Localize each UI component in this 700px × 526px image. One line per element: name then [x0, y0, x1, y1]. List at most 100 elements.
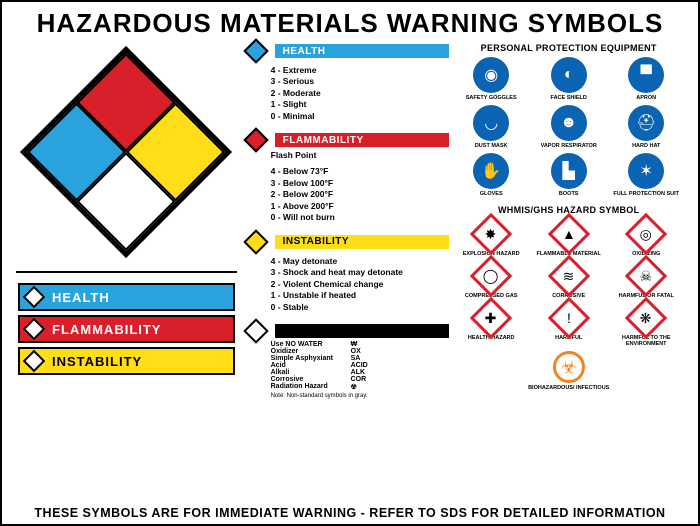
category-label: FLAMMABILITY	[275, 133, 450, 147]
ppe-item: ▀ APRON	[608, 57, 684, 101]
list-item: 1 - Unstable if heated	[271, 290, 450, 301]
category-flammability: FLAMMABILITY Flash Point 4 - Below 73°F3 …	[249, 130, 450, 223]
sh-note: Note: Non-standard symbols in gray.	[249, 393, 450, 399]
ppe-item: ⛑ HARD HAT	[608, 105, 684, 149]
table-row: OxidizerOX	[271, 348, 450, 355]
list-item: 0 - Stable	[271, 302, 450, 313]
table-row: Radiation Hazard☢	[271, 383, 450, 391]
list-item: 4 - May detonate	[271, 256, 450, 267]
poster-title: HAZARDOUS MATERIALS WARNING SYMBOLS	[2, 2, 698, 41]
diamond-icon	[243, 318, 268, 343]
nfpa-frame	[20, 46, 232, 258]
category-list: 4 - May detonate3 - Shock and heat may d…	[249, 252, 450, 313]
diamond-icon	[243, 229, 268, 254]
ppe-icon: ▙	[551, 153, 587, 189]
ppe-label: FACE SHIELD	[531, 95, 607, 101]
ghs-icon: ▲	[547, 213, 589, 255]
ppe-label: DUST MASK	[453, 143, 529, 149]
category-header: HEALTH	[249, 41, 450, 61]
ppe-item: ✶ FULL PROTECTION SUIT	[608, 153, 684, 197]
category-list: 4 - Below 73°F3 - Below 100°F2 - Below 2…	[249, 162, 450, 223]
ppe-label: APRON	[608, 95, 684, 101]
ghs-item: ✚ HEALTH HAZARD	[453, 303, 529, 347]
list-item: 0 - Will not burn	[271, 212, 450, 223]
divider	[16, 271, 237, 273]
poster-footer: THESE SYMBOLS ARE FOR IMMEDIATE WARNING …	[2, 506, 698, 520]
ppe-item: ◡ DUST MASK	[453, 105, 529, 149]
ghs-item: ◯ COMPRESSED GAS	[453, 261, 529, 299]
table-row: AcidACID	[271, 362, 450, 369]
legend-bars: HEALTH FLAMMABILITY INSTABILITY	[12, 283, 241, 375]
legend-label: INSTABILITY	[52, 354, 142, 369]
category-header: SPECIFIC HAZARD	[249, 321, 450, 341]
ppe-item: ✋ GLOVES	[453, 153, 529, 197]
right-column: PERSONAL PROTECTION EQUIPMENT ◉ SAFETY G…	[449, 41, 688, 471]
legend-bar-instability: INSTABILITY	[18, 347, 235, 375]
list-item: 1 - Slight	[271, 99, 450, 110]
list-item: 2 - Moderate	[271, 88, 450, 99]
ghs-icon: ✸	[470, 213, 512, 255]
list-item: 4 - Below 73°F	[271, 166, 450, 177]
category-label: SPECIFIC HAZARD	[275, 324, 450, 338]
biohazard-glyph: ☣	[561, 357, 577, 378]
category-label: HEALTH	[275, 44, 450, 58]
ppe-label: VAPOR RESPIRATOR	[531, 143, 607, 149]
sh-header: Use NO WATER	[271, 341, 351, 348]
ppe-icon: ✋	[473, 153, 509, 189]
hazmat-poster: HAZARDOUS MATERIALS WARNING SYMBOLS HEAL…	[0, 0, 700, 526]
diamond-icon	[23, 286, 46, 309]
biohazard-icon: ☣	[553, 351, 585, 383]
diamond-icon	[243, 128, 268, 153]
list-item: 3 - Serious	[271, 76, 450, 87]
category-header: FLAMMABILITY	[249, 130, 450, 150]
ppe-item: ▙ BOOTS	[531, 153, 607, 197]
biohazard: ☣ BIOHAZARDOUS/ INFECTIOUS	[449, 351, 688, 391]
ghs-item: ▲ FLAMMABLE MATERIAL	[531, 219, 607, 257]
sh-sym: ₩	[351, 341, 358, 348]
list-item: 1 - Above 200°F	[271, 201, 450, 212]
legend-bar-health: HEALTH	[18, 283, 235, 311]
list-item: 3 - Shock and heat may detonate	[271, 267, 450, 278]
diamond-icon	[23, 350, 46, 373]
ppe-item: ☻ VAPOR RESPIRATOR	[531, 105, 607, 149]
content-row: HEALTH FLAMMABILITY INSTABILITY HEALTH 4 -…	[2, 41, 698, 471]
ghs-grid: ✸ EXPLOSION HAZARD▲ FLAMMABLE MATERIAL◎ …	[449, 219, 688, 347]
table-row: CorrosiveCOR	[271, 376, 450, 383]
ppe-icon: ◐	[551, 57, 587, 93]
ghs-item: ✸ EXPLOSION HAZARD	[453, 219, 529, 257]
table-row: Simple AsphyxiantSA	[271, 355, 450, 362]
diamond-icon	[243, 38, 268, 63]
legend-bar-flammability: FLAMMABILITY	[18, 315, 235, 343]
ghs-item: ≋ CORROSIVE	[531, 261, 607, 299]
category-subhead: Flash Point	[249, 150, 450, 160]
ghs-icon: !	[547, 297, 589, 339]
ppe-icon: ◉	[473, 57, 509, 93]
nfpa-diamond	[21, 47, 231, 257]
list-item: 4 - Extreme	[271, 65, 450, 76]
ppe-title: PERSONAL PROTECTION EQUIPMENT	[449, 43, 688, 53]
ppe-grid: ◉ SAFETY GOGGLES ◐ FACE SHIELD▀ APRON ◡ DU…	[449, 57, 688, 197]
list-item: 2 - Below 200°F	[271, 189, 450, 200]
biohazard-label: BIOHAZARDOUS/ INFECTIOUS	[449, 385, 688, 391]
ghs-icon: ◯	[470, 255, 512, 297]
ppe-item: ◉ SAFETY GOGGLES	[453, 57, 529, 101]
list-item: 3 - Below 100°F	[271, 178, 450, 189]
ppe-label: GLOVES	[453, 191, 529, 197]
ppe-icon: ☻	[551, 105, 587, 141]
list-item: 0 - Minimal	[271, 111, 450, 122]
ghs-icon: ❋	[625, 297, 667, 339]
ppe-icon: ◡	[473, 105, 509, 141]
ghs-item: ❋ HARMFUL TO THE ENVIRONMENT	[608, 303, 684, 347]
table-row: AlkaliALK	[271, 369, 450, 376]
ghs-icon: ◎	[625, 213, 667, 255]
ppe-label: HARD HAT	[608, 143, 684, 149]
ghs-item: ☠ HARMFUL OR FATAL	[608, 261, 684, 299]
middle-column: HEALTH 4 - Extreme3 - Serious2 - Moderat…	[241, 41, 450, 471]
category-health: HEALTH 4 - Extreme3 - Serious2 - Moderat…	[249, 41, 450, 122]
specific-hazard-table: Use NO WATER₩OxidizerOXSimple Asphyxiant…	[249, 341, 450, 391]
category-specific: SPECIFIC HAZARD Use NO WATER₩OxidizerOXS…	[249, 321, 450, 399]
diamond-icon	[23, 318, 46, 341]
ghs-icon: ≋	[547, 255, 589, 297]
ghs-icon: ☠	[625, 255, 667, 297]
category-list: 4 - Extreme3 - Serious2 - Moderate1 - Sl…	[249, 61, 450, 122]
